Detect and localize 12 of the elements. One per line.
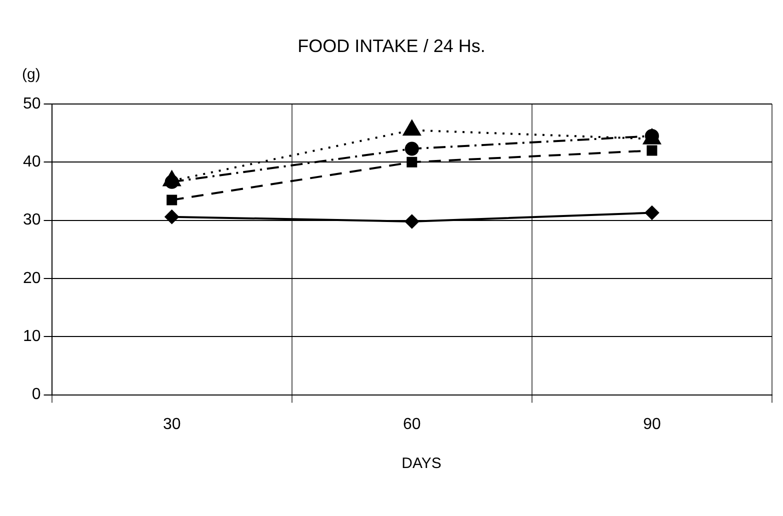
x-tick-label: 60	[403, 416, 421, 433]
y-tick-label: 30	[23, 212, 41, 229]
y-tick-label: 20	[23, 270, 41, 287]
x-tick-label: 30	[162, 416, 181, 433]
y-tick-label: 10	[23, 328, 41, 346]
chart-title: FOOD INTAKE / 24 Hs.	[296, 36, 486, 57]
y-tick-label: 0	[32, 386, 41, 404]
y-axis-title: (g)	[22, 66, 40, 83]
y-tick-label: 50	[23, 95, 41, 112]
y-tick-label: 40	[23, 154, 41, 171]
x-axis-title: DAYS	[400, 455, 442, 472]
x-tick-label: 90	[643, 416, 661, 433]
